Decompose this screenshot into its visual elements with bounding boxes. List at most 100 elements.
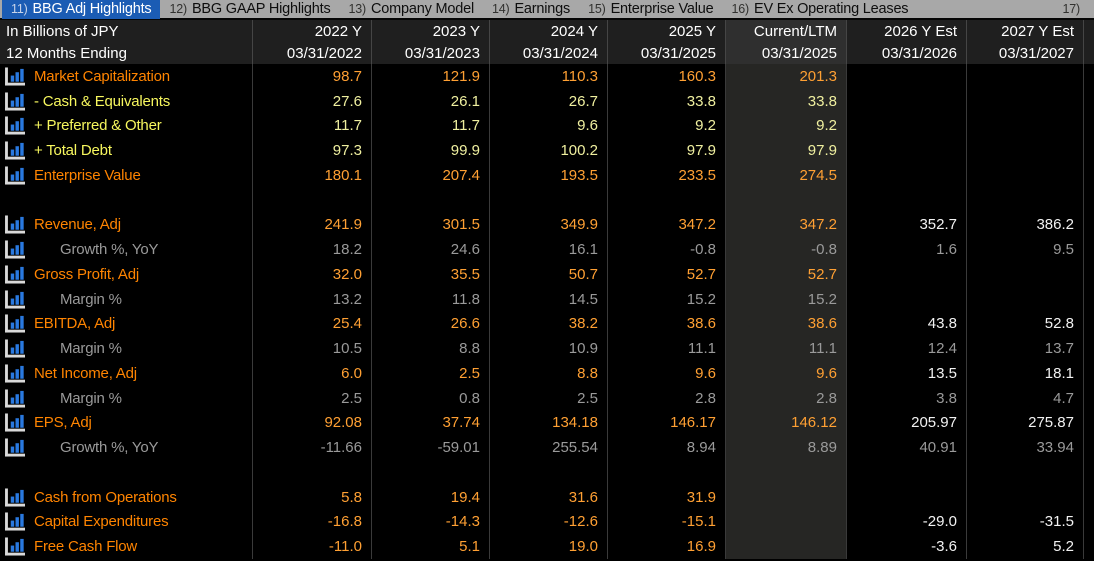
tab-bbg-gaap-highlights[interactable]: 12) BBG GAAP Highlights [160, 0, 339, 19]
value-cell [846, 286, 966, 312]
tab-17[interactable]: 17) [1054, 0, 1094, 19]
value-cell: 110.3 [489, 64, 607, 89]
value-cell: 347.2 [725, 212, 846, 238]
bar-chart-icon[interactable] [4, 488, 27, 507]
bar-chart-icon[interactable] [4, 438, 27, 457]
column-title: 2023 Y [371, 20, 489, 42]
column-title: 2027 Y Est [966, 20, 1083, 42]
bar-chart-icon[interactable] [4, 116, 27, 135]
value-cell: 15.2 [725, 286, 846, 312]
value-cell: 347.2 [607, 212, 725, 238]
units-label: In Billions of JPY [6, 22, 119, 40]
value-cell: 5.1 [371, 534, 489, 559]
value-cell: 25.4 [252, 311, 371, 337]
table-row: Margin % 2.5 0.8 2.5 2.8 2.8 3.8 4.7 [0, 385, 1094, 411]
table-body: Market Capitalization 98.7 121.9 110.3 160.3… [0, 64, 1094, 559]
value-cell: -59.01 [371, 435, 489, 460]
row-label: Free Cash Flow [34, 538, 138, 556]
value-cell: 18.2 [252, 237, 371, 262]
bar-chart-icon[interactable] [4, 314, 27, 333]
row-label: Growth %, YoY [60, 241, 159, 259]
column-date: 03/31/2027 [966, 42, 1083, 64]
table-row: + Total Debt 97.3 99.9 100.2 97.9 97.9 [0, 138, 1094, 163]
value-cell [966, 460, 1083, 485]
value-cell [846, 484, 966, 510]
bar-chart-icon[interactable] [4, 92, 27, 111]
value-cell: 160.3 [607, 64, 725, 89]
value-cell: 255.54 [489, 435, 607, 460]
filler-cell [1083, 262, 1094, 287]
value-cell: -31.5 [966, 509, 1083, 535]
value-cell [489, 460, 607, 485]
bar-chart-icon[interactable] [4, 413, 27, 432]
row-label: - Cash & Equivalents [34, 92, 171, 110]
bar-chart-icon[interactable] [4, 166, 27, 185]
tab-enterprise-value[interactable]: 15) Enterprise Value [579, 0, 722, 19]
tab-ev-ex-operating-leases[interactable]: 16) EV Ex Operating Leases [723, 0, 918, 19]
value-cell: 16.9 [607, 534, 725, 559]
value-cell: 26.6 [371, 311, 489, 337]
value-cell: 2.5 [371, 361, 489, 386]
value-cell: 19.0 [489, 534, 607, 559]
value-cell: -0.8 [607, 237, 725, 262]
value-cell [846, 113, 966, 139]
value-cell: 121.9 [371, 64, 489, 89]
value-cell [725, 484, 846, 510]
row-label: Growth %, YoY [60, 439, 159, 457]
spacer-row [0, 460, 1094, 485]
table-row: - Cash & Equivalents 27.6 26.1 26.7 33.8 33.8 [0, 88, 1094, 114]
row-label: Capital Expenditures [34, 513, 169, 531]
value-cell: 349.9 [489, 212, 607, 238]
spacer-row [0, 187, 1094, 213]
tab-bbg-adj-highlights[interactable]: 11) BBG Adj Highlights [2, 0, 161, 19]
value-cell: 9.2 [607, 113, 725, 139]
bar-chart-icon[interactable] [4, 240, 27, 259]
value-cell [846, 187, 966, 213]
bar-chart-icon[interactable] [4, 389, 27, 408]
bar-chart-icon[interactable] [4, 265, 27, 284]
bar-chart-icon[interactable] [4, 67, 27, 86]
value-cell: 52.7 [607, 262, 725, 287]
bar-chart-icon[interactable] [4, 290, 27, 309]
bar-chart-icon[interactable] [4, 364, 27, 383]
tab-number: 12) [169, 2, 187, 16]
value-cell: 100.2 [489, 138, 607, 163]
value-cell: 13.2 [252, 286, 371, 312]
value-cell [966, 286, 1083, 312]
value-cell [846, 88, 966, 114]
bar-chart-icon[interactable] [4, 141, 27, 160]
row-label-cell: EPS, Adj [0, 411, 252, 436]
tab-earnings[interactable]: 14) Earnings [483, 0, 579, 19]
table-row: EPS, Adj 92.08 37.74 134.18 146.17 146.12 205.… [0, 410, 1094, 436]
row-label: + Preferred & Other [34, 117, 162, 135]
filler-cell [1083, 484, 1094, 510]
value-cell [252, 460, 371, 485]
value-cell: -0.8 [725, 237, 846, 262]
value-cell: 10.5 [252, 336, 371, 361]
bar-chart-icon[interactable] [4, 339, 27, 358]
tab-company-model[interactable]: 13) Company Model [340, 0, 483, 19]
filler-cell [1083, 187, 1094, 213]
value-cell: 92.08 [252, 410, 371, 436]
column-date: 03/31/2025 [725, 42, 846, 64]
value-cell [725, 534, 846, 559]
table-row: Cash from Operations 5.8 19.4 31.6 31.9 [0, 484, 1094, 510]
bar-chart-icon[interactable] [4, 215, 27, 234]
row-label-cell: Growth %, YoY [0, 237, 252, 262]
filler-cell [1083, 410, 1094, 436]
row-label-cell: Enterprise Value [0, 163, 252, 188]
bar-chart-icon[interactable] [4, 512, 27, 531]
filler-cell [1083, 460, 1094, 485]
row-label-cell: Market Capitalization [0, 64, 252, 89]
value-cell [846, 163, 966, 188]
value-cell [725, 460, 846, 485]
value-cell: 13.7 [966, 336, 1083, 361]
value-cell: 15.2 [607, 286, 725, 312]
value-cell: 2.8 [725, 385, 846, 411]
value-cell: 13.5 [846, 361, 966, 386]
tab-label: Company Model [371, 1, 474, 17]
value-cell: 18.1 [966, 361, 1083, 386]
bar-chart-icon[interactable] [4, 537, 27, 556]
filler-cell [1083, 212, 1094, 238]
row-label: Net Income, Adj [34, 364, 137, 382]
